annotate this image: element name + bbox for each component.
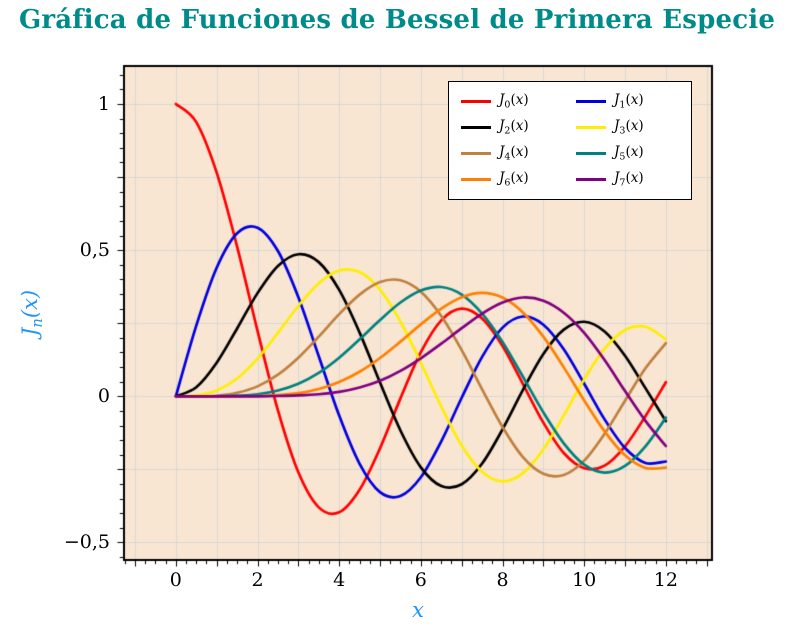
x-tick-label: 12 xyxy=(653,569,678,591)
legend-line-sample xyxy=(461,178,491,181)
legend-label: J0(x) xyxy=(499,92,529,111)
legend-line-sample xyxy=(461,100,491,103)
x-tick-label: 10 xyxy=(572,569,597,591)
legend-line-sample xyxy=(461,152,491,155)
legend-item: J3(x) xyxy=(576,117,679,138)
y-axis-label: Jn(x) xyxy=(17,289,47,337)
legend-line-sample xyxy=(461,126,491,129)
legend-line-sample xyxy=(576,100,606,103)
x-axis-label: x xyxy=(412,598,424,622)
y-tick-label: 0,5 xyxy=(79,239,110,262)
legend-label: J2(x) xyxy=(499,118,529,137)
legend-label: J4(x) xyxy=(499,144,529,163)
y-tick-label: −0,5 xyxy=(63,531,110,554)
legend-item: J1(x) xyxy=(576,91,679,112)
x-tick-label: 8 xyxy=(496,569,509,591)
legend-item: J4(x) xyxy=(461,143,564,164)
x-tick-label: 6 xyxy=(414,569,427,591)
legend-item: J2(x) xyxy=(461,117,564,138)
legend-label: J6(x) xyxy=(499,170,529,189)
x-tick-label: 2 xyxy=(251,569,264,591)
legend-label: J5(x) xyxy=(614,144,644,163)
legend-label: J1(x) xyxy=(614,92,644,111)
y-tick-label: 1 xyxy=(97,93,110,115)
legend-item: J6(x) xyxy=(461,169,564,190)
x-tick-label: 0 xyxy=(169,569,182,591)
x-tick-label: 4 xyxy=(333,569,346,591)
legend-line-sample xyxy=(576,126,606,129)
y-tick-label: 0 xyxy=(97,385,110,408)
legend-label: J3(x) xyxy=(614,118,644,137)
legend-item: J7(x) xyxy=(576,169,679,190)
legend-item: J0(x) xyxy=(461,91,564,112)
legend-line-sample xyxy=(576,152,606,155)
legend-item: J5(x) xyxy=(576,143,679,164)
legend-label: J7(x) xyxy=(614,170,644,189)
legend-line-sample xyxy=(576,178,606,181)
legend: J0(x) J1(x) J2(x) J3(x) J4(x) J5(x) J6(x) J7(x) xyxy=(448,81,692,200)
